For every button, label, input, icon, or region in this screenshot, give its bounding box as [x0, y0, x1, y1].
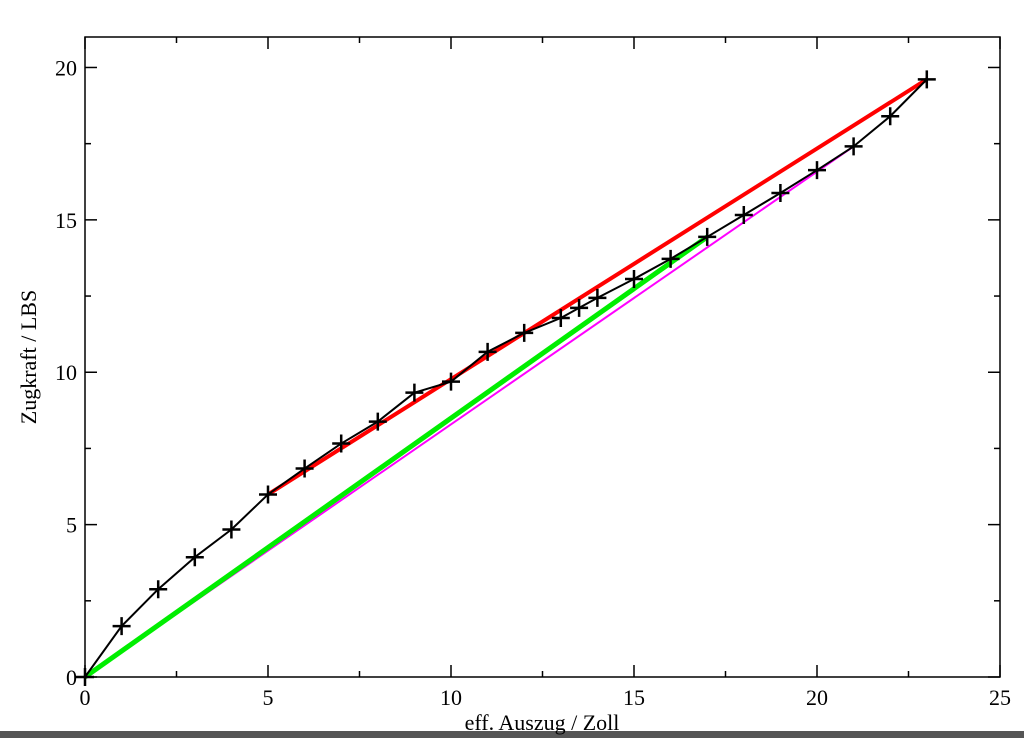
marker: [844, 137, 863, 156]
marker: [917, 70, 936, 89]
x-tick-label: 0: [80, 685, 91, 710]
marker: [881, 107, 900, 126]
marker: [259, 485, 277, 504]
marker: [222, 520, 241, 539]
window-edge: [0, 731, 1024, 738]
marker: [332, 434, 351, 453]
x-axis-label: eff. Auszug / Zoll: [465, 710, 620, 735]
x-tick-label: 10: [440, 685, 462, 710]
marker: [808, 161, 826, 180]
marker: [405, 383, 424, 402]
x-tick-label: 25: [989, 685, 1011, 710]
marker: [625, 269, 643, 288]
y-axis-label: Zugkraft / LBS: [16, 290, 41, 424]
marker: [442, 372, 460, 391]
marker: [149, 580, 168, 599]
marker: [771, 184, 790, 203]
marker: [368, 412, 387, 431]
y-tick-label: 15: [55, 208, 77, 233]
x-tick-label: 20: [806, 685, 828, 710]
x-tick-label: 5: [263, 685, 274, 710]
marker: [515, 323, 534, 342]
marker: [698, 227, 717, 246]
y-tick-label: 5: [66, 513, 77, 538]
plot-frame: [84, 36, 1001, 678]
marker: [551, 308, 570, 327]
marker: [185, 548, 204, 567]
marker: [112, 617, 131, 636]
x-tick-label: 15: [623, 685, 645, 710]
marker: [661, 249, 680, 268]
y-tick-label: 20: [55, 55, 77, 80]
marker: [734, 205, 753, 224]
marker: [588, 288, 607, 307]
marker: [478, 342, 497, 361]
marker: [295, 459, 314, 478]
y-tick-label: 10: [55, 360, 77, 385]
y-tick-label: 0: [66, 665, 77, 690]
series-line: [83, 234, 709, 680]
marker: [570, 298, 589, 317]
